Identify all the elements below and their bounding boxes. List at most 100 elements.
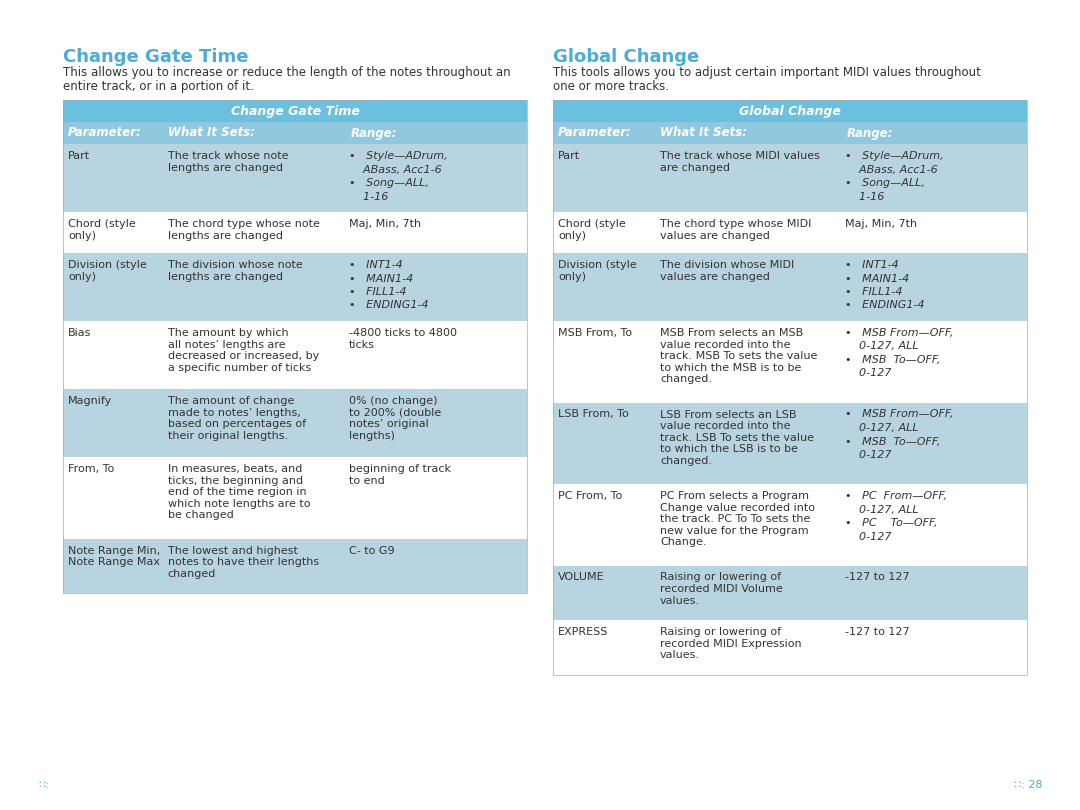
Text: 1-16: 1-16 bbox=[846, 191, 885, 202]
Text: ∷: 28: ∷: 28 bbox=[1013, 780, 1042, 790]
Text: Range:: Range: bbox=[847, 126, 893, 139]
Text: one or more tracks.: one or more tracks. bbox=[553, 80, 669, 93]
Text: The division whose MIDI
values are changed: The division whose MIDI values are chang… bbox=[660, 260, 794, 282]
Text: 0-127, ALL: 0-127, ALL bbox=[846, 423, 919, 433]
FancyBboxPatch shape bbox=[63, 212, 527, 253]
Text: The division whose note
lengths are changed: The division whose note lengths are chan… bbox=[167, 260, 302, 282]
Text: Bias: Bias bbox=[68, 328, 92, 338]
Text: entire track, or in a portion of it.: entire track, or in a portion of it. bbox=[63, 80, 254, 93]
Text: Raising or lowering of
recorded MIDI Volume
values.: Raising or lowering of recorded MIDI Vol… bbox=[660, 573, 783, 606]
Text: •   MAIN1-4: • MAIN1-4 bbox=[846, 274, 909, 284]
Text: Parameter:: Parameter: bbox=[68, 126, 141, 139]
Text: Part: Part bbox=[558, 151, 580, 161]
Text: 0% (no change)
to 200% (double
notes’ original
lengths): 0% (no change) to 200% (double notes’ or… bbox=[349, 396, 442, 441]
Text: The track whose MIDI values
are changed: The track whose MIDI values are changed bbox=[660, 151, 820, 173]
Text: •   MSB From—OFF,: • MSB From—OFF, bbox=[846, 328, 954, 338]
Text: Division (style
only): Division (style only) bbox=[558, 260, 637, 282]
Text: Chord (style
only): Chord (style only) bbox=[68, 219, 136, 241]
FancyBboxPatch shape bbox=[63, 100, 527, 122]
Text: Global Change: Global Change bbox=[553, 48, 699, 66]
FancyBboxPatch shape bbox=[63, 253, 527, 321]
Text: Chord (style
only): Chord (style only) bbox=[558, 219, 625, 241]
Text: The chord type whose note
lengths are changed: The chord type whose note lengths are ch… bbox=[167, 219, 320, 241]
Text: ABass, Acc1-6: ABass, Acc1-6 bbox=[349, 164, 442, 174]
Text: beginning of track
to end: beginning of track to end bbox=[349, 464, 451, 486]
Text: ABass, Acc1-6: ABass, Acc1-6 bbox=[846, 164, 937, 174]
Text: Global Change: Global Change bbox=[739, 104, 841, 117]
Text: MSB From selects an MSB
value recorded into the
track. MSB To sets the value
to : MSB From selects an MSB value recorded i… bbox=[660, 328, 818, 385]
Text: -127 to 127: -127 to 127 bbox=[846, 573, 909, 582]
FancyBboxPatch shape bbox=[553, 144, 1027, 212]
Text: The amount of change
made to notes’ lengths,
based on percentages of
their origi: The amount of change made to notes’ leng… bbox=[167, 396, 306, 441]
Text: VOLUME: VOLUME bbox=[558, 573, 605, 582]
Text: LSB From, To: LSB From, To bbox=[558, 410, 629, 420]
FancyBboxPatch shape bbox=[553, 122, 1027, 144]
FancyBboxPatch shape bbox=[63, 539, 527, 593]
Text: •   Style—ADrum,: • Style—ADrum, bbox=[846, 151, 944, 161]
FancyBboxPatch shape bbox=[63, 457, 527, 539]
Text: In measures, beats, and
ticks, the beginning and
end of the time region in
which: In measures, beats, and ticks, the begin… bbox=[167, 464, 310, 520]
Text: Range:: Range: bbox=[351, 126, 397, 139]
Text: 0-127: 0-127 bbox=[846, 369, 892, 378]
Text: -127 to 127: -127 to 127 bbox=[846, 627, 909, 637]
Text: Raising or lowering of
recorded MIDI Expression
values.: Raising or lowering of recorded MIDI Exp… bbox=[660, 627, 801, 660]
FancyBboxPatch shape bbox=[553, 484, 1027, 565]
Text: PC From, To: PC From, To bbox=[558, 491, 622, 501]
Text: What It Sets:: What It Sets: bbox=[660, 126, 747, 139]
Text: 0-127: 0-127 bbox=[846, 531, 892, 542]
FancyBboxPatch shape bbox=[553, 620, 1027, 675]
Text: C- to G9: C- to G9 bbox=[349, 545, 394, 556]
FancyBboxPatch shape bbox=[63, 144, 527, 212]
FancyBboxPatch shape bbox=[63, 122, 527, 144]
Text: The track whose note
lengths are changed: The track whose note lengths are changed bbox=[167, 151, 288, 173]
Text: MSB From, To: MSB From, To bbox=[558, 328, 632, 338]
Text: 0-127: 0-127 bbox=[846, 450, 892, 460]
Text: Note Range Min,
Note Range Max: Note Range Min, Note Range Max bbox=[68, 545, 160, 567]
Text: •   INT1-4: • INT1-4 bbox=[846, 260, 899, 270]
Text: •   ENDING1-4: • ENDING1-4 bbox=[349, 301, 429, 310]
Text: 0-127, ALL: 0-127, ALL bbox=[846, 342, 919, 352]
Text: •   PC  From—OFF,: • PC From—OFF, bbox=[846, 491, 947, 501]
Text: LSB From selects an LSB
value recorded into the
track. LSB To sets the value
to : LSB From selects an LSB value recorded i… bbox=[660, 410, 814, 466]
Text: -4800 ticks to 4800
ticks: -4800 ticks to 4800 ticks bbox=[349, 328, 457, 350]
FancyBboxPatch shape bbox=[553, 253, 1027, 321]
Text: This allows you to increase or reduce the length of the notes throughout an: This allows you to increase or reduce th… bbox=[63, 66, 511, 79]
Text: The amount by which
all notes’ lengths are
decreased or increased, by
a specific: The amount by which all notes’ lengths a… bbox=[167, 328, 319, 373]
Text: •   MAIN1-4: • MAIN1-4 bbox=[349, 274, 414, 284]
Text: Maj, Min, 7th: Maj, Min, 7th bbox=[349, 219, 421, 229]
Text: Magnify: Magnify bbox=[68, 396, 112, 406]
Text: This tools allows you to adjust certain important MIDI values throughout: This tools allows you to adjust certain … bbox=[553, 66, 981, 79]
Text: Part: Part bbox=[68, 151, 90, 161]
Text: •   MSB  To—OFF,: • MSB To—OFF, bbox=[846, 355, 941, 365]
Text: •   MSB  To—OFF,: • MSB To—OFF, bbox=[846, 437, 941, 446]
FancyBboxPatch shape bbox=[553, 403, 1027, 484]
Text: •   FILL1-4: • FILL1-4 bbox=[846, 287, 903, 297]
Text: •   MSB From—OFF,: • MSB From—OFF, bbox=[846, 410, 954, 420]
Text: •   PC    To—OFF,: • PC To—OFF, bbox=[846, 518, 937, 528]
Text: •   FILL1-4: • FILL1-4 bbox=[349, 287, 406, 297]
FancyBboxPatch shape bbox=[63, 389, 527, 457]
Text: PC From selects a Program
Change value recorded into
the track. PC To To sets th: PC From selects a Program Change value r… bbox=[660, 491, 815, 548]
Text: Maj, Min, 7th: Maj, Min, 7th bbox=[846, 219, 917, 229]
FancyBboxPatch shape bbox=[553, 100, 1027, 122]
FancyBboxPatch shape bbox=[553, 565, 1027, 620]
Text: What It Sets:: What It Sets: bbox=[167, 126, 255, 139]
Text: •   ENDING1-4: • ENDING1-4 bbox=[846, 301, 924, 310]
Text: ∷:: ∷: bbox=[38, 780, 49, 790]
Text: Change Gate Time: Change Gate Time bbox=[230, 104, 360, 117]
Text: •   Song—ALL,: • Song—ALL, bbox=[349, 178, 429, 188]
Text: EXPRESS: EXPRESS bbox=[558, 627, 608, 637]
Text: •   INT1-4: • INT1-4 bbox=[349, 260, 403, 270]
Text: Change Gate Time: Change Gate Time bbox=[63, 48, 248, 66]
Text: From, To: From, To bbox=[68, 464, 114, 474]
Text: Division (style
only): Division (style only) bbox=[68, 260, 147, 282]
FancyBboxPatch shape bbox=[63, 321, 527, 389]
FancyBboxPatch shape bbox=[553, 321, 1027, 403]
Text: 0-127, ALL: 0-127, ALL bbox=[846, 505, 919, 514]
Text: 1-16: 1-16 bbox=[349, 191, 389, 202]
FancyBboxPatch shape bbox=[553, 212, 1027, 253]
Text: •   Style—ADrum,: • Style—ADrum, bbox=[349, 151, 448, 161]
Text: Parameter:: Parameter: bbox=[558, 126, 632, 139]
Text: •   Song—ALL,: • Song—ALL, bbox=[846, 178, 924, 188]
Text: The lowest and highest
notes to have their lengths
changed: The lowest and highest notes to have the… bbox=[167, 545, 319, 578]
